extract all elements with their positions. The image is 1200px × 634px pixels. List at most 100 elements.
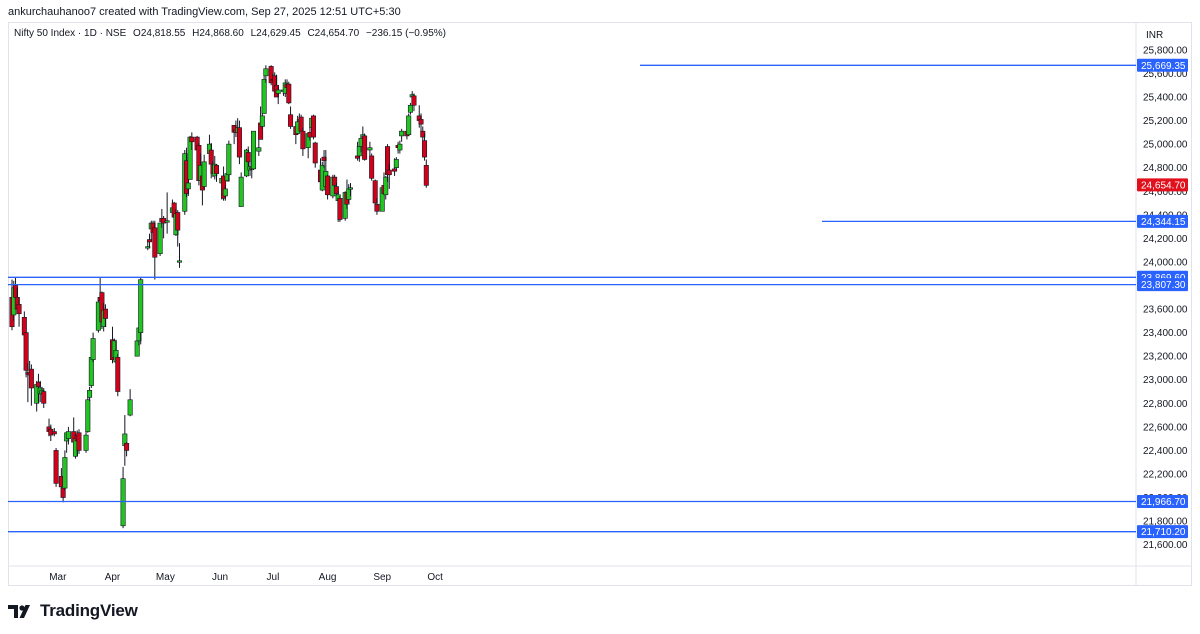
candle [251, 130, 257, 171]
candle [422, 133, 428, 161]
candle [367, 141, 373, 156]
price-tick-label: 23,000.00 [1143, 375, 1188, 386]
candle-body [263, 68, 269, 77]
price-tick-label: 22,400.00 [1143, 446, 1188, 457]
level-price-tag: 23,807.30 [1141, 280, 1186, 291]
candle-body [325, 175, 331, 196]
candle-body [238, 176, 244, 207]
price-tick-label: 22,200.00 [1143, 469, 1188, 480]
candle [85, 397, 91, 433]
candle-body [383, 176, 389, 196]
month-label: Jun [212, 572, 228, 583]
price-axis[interactable]: 25,800.00 25,600.00 25,400.00 25,200.00 25,0… [1143, 45, 1188, 551]
candle-body [286, 83, 292, 104]
candle [310, 114, 316, 140]
candle-body [367, 147, 373, 151]
candle [300, 127, 306, 156]
candle [423, 159, 429, 188]
last-price-tag: 24,654.70 [1141, 180, 1186, 191]
candles-layer [9, 65, 429, 529]
candle [28, 364, 34, 406]
candle [62, 450, 68, 491]
candle [201, 154, 207, 189]
candle-body [251, 130, 257, 170]
price-tick-label: 25,800.00 [1143, 45, 1188, 56]
candle-body [83, 434, 89, 451]
levels-layer [8, 64, 1136, 533]
candle-body [90, 338, 96, 361]
candle-body [392, 168, 398, 172]
level-price-tag: 21,710.20 [1141, 527, 1186, 538]
candle [312, 141, 318, 168]
candle-body [261, 79, 267, 114]
candle-body [124, 443, 130, 451]
candle [407, 102, 413, 115]
price-tags: 25,669.3523,869.6023,807.3021,966.7021,7… [1137, 58, 1188, 539]
candle-body [176, 260, 182, 263]
candle-body [337, 198, 343, 220]
candle [406, 113, 412, 136]
candle-body [423, 165, 429, 186]
price-tick-label: 25,400.00 [1143, 93, 1188, 104]
candle [238, 172, 244, 207]
candle [275, 86, 281, 105]
candle-body [418, 119, 424, 125]
candle-body [333, 186, 339, 194]
legend-symbol: Nifty 50 Index · 1D · NSE [14, 28, 127, 39]
month-label: Jul [267, 572, 280, 583]
candle-body [332, 176, 338, 186]
candle-body [372, 180, 378, 204]
price-tick-label: 22,600.00 [1143, 422, 1188, 433]
candle [176, 243, 182, 268]
candle-body [397, 143, 403, 151]
candle-body [115, 357, 121, 392]
price-tick-label: 25,600.00 [1143, 69, 1188, 80]
candle [222, 185, 228, 201]
chart-frame [8, 22, 1192, 586]
month-label: Apr [105, 572, 121, 583]
level-price-tag: 25,669.35 [1141, 61, 1186, 72]
candle [65, 426, 71, 445]
tradingview-brand[interactable]: TradingView [8, 600, 138, 622]
candle [23, 332, 29, 378]
candle-body [16, 304, 22, 315]
price-tick-label: 24,600.00 [1143, 187, 1188, 198]
candle-body [28, 368, 34, 389]
candle-body [310, 115, 316, 138]
time-axis[interactable]: Mar Apr May Jun Jul Aug Sep Oct [49, 572, 443, 583]
candle [115, 353, 121, 397]
legend-low: L24,629.45 [250, 28, 301, 39]
candle-body [411, 95, 417, 106]
candle-body [300, 130, 306, 150]
candle [369, 153, 375, 181]
level-price-tag: 21,966.70 [1141, 497, 1186, 508]
symbol-legend: Nifty 50 Index · 1D · NSE O24,818.55 H24… [14, 28, 446, 39]
attribution-text: ankurchauhanoo7 created with TradingView… [8, 6, 401, 18]
candle-body [120, 478, 126, 527]
price-tick-label: 24,800.00 [1143, 163, 1188, 174]
level-price-tag-bg [1137, 525, 1188, 539]
candle [259, 113, 265, 129]
candle [152, 220, 158, 280]
candle [372, 179, 378, 206]
candle [288, 106, 294, 129]
candle-body [201, 161, 207, 187]
candle [226, 140, 232, 182]
candle-body [189, 136, 195, 143]
candle-body [127, 399, 133, 416]
price-tick-label: 22,800.00 [1143, 399, 1188, 410]
candle [76, 429, 82, 454]
level-price-tag-bg [1137, 278, 1188, 292]
candle [374, 198, 380, 215]
brand-name: TradingView [40, 601, 138, 620]
candle [411, 93, 417, 112]
candle [261, 75, 267, 114]
candle [175, 210, 181, 247]
candle-body [407, 104, 413, 113]
candle-body [41, 391, 47, 404]
candle-body [222, 188, 228, 197]
legend-high: H24,868.60 [192, 28, 244, 39]
tradingview-logo-icon [8, 605, 30, 618]
candle [263, 65, 269, 83]
